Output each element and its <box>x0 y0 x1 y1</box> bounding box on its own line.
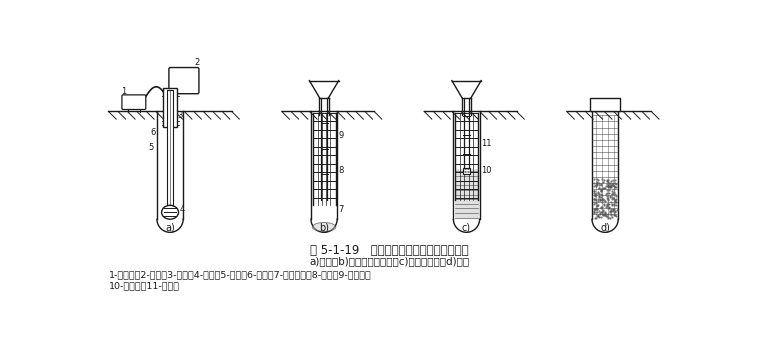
Text: 1-泥浆泵；2-钻机；3-护筒；4-钻头；5-钻杆；6-泥浆；7-沉淀泥浆；8-导管；9-钢筋笼；: 1-泥浆泵；2-钻机；3-护筒；4-钻头；5-钻杆；6-泥浆；7-沉淀泥浆；8-… <box>109 270 371 279</box>
Text: 7: 7 <box>339 205 344 213</box>
Bar <box>591 98 619 111</box>
Ellipse shape <box>162 205 179 219</box>
Bar <box>454 169 479 219</box>
Bar <box>464 168 470 174</box>
Text: 9: 9 <box>339 131 344 140</box>
Text: a)钻孔；b)下钢筋笼及导管；c)灌注混凝土；d)成桩: a)钻孔；b)下钢筋笼及导管；c)灌注混凝土；d)成桩 <box>309 256 470 266</box>
Bar <box>167 90 173 205</box>
Text: b): b) <box>319 223 329 233</box>
Text: 1: 1 <box>122 87 127 97</box>
Text: 5: 5 <box>148 143 154 152</box>
Text: d): d) <box>600 223 610 233</box>
Text: 10-隔水塞；11-混凝土: 10-隔水塞；11-混凝土 <box>109 281 179 290</box>
Text: 10: 10 <box>481 166 492 175</box>
Text: c): c) <box>462 223 471 233</box>
Text: 6: 6 <box>150 127 156 137</box>
Text: 3: 3 <box>178 111 183 120</box>
Text: a): a) <box>165 223 175 233</box>
Text: 图 5-1-19   泥浆护壁钻孔灌注桩施工顺序图: 图 5-1-19 泥浆护壁钻孔灌注桩施工顺序图 <box>310 244 469 257</box>
Text: 2: 2 <box>195 58 200 67</box>
Bar <box>163 88 177 127</box>
Ellipse shape <box>312 223 336 232</box>
FancyBboxPatch shape <box>122 95 146 110</box>
Text: 4: 4 <box>179 205 185 213</box>
Text: 8: 8 <box>339 166 344 175</box>
FancyBboxPatch shape <box>169 67 199 94</box>
Text: 11: 11 <box>481 139 492 148</box>
